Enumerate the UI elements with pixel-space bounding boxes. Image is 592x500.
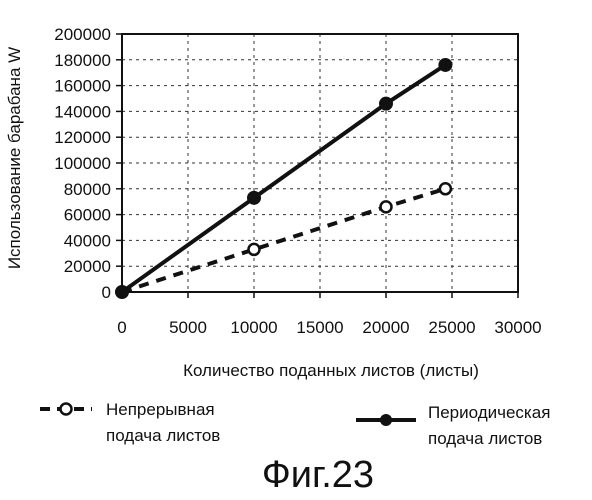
legend-label-continuous-line2: подача листов	[106, 426, 220, 445]
y-tick-label-8: 160000	[54, 77, 111, 96]
y-tick-label-7: 140000	[54, 102, 111, 121]
x-tick-label-6: 30000	[494, 318, 541, 337]
legend-label-continuous-line1: Непрерывная	[106, 400, 215, 419]
data-point-periodic-2	[380, 97, 393, 110]
legend-swatch-continuous-marker	[61, 404, 72, 415]
y-tick-label-3: 60000	[64, 206, 111, 225]
data-point-continuous-1	[249, 244, 260, 255]
data-point-periodic-3	[439, 58, 452, 71]
grid	[122, 34, 518, 292]
data-point-periodic-1	[248, 191, 261, 204]
y-tick-label-1: 20000	[64, 257, 111, 276]
series-layer	[116, 58, 452, 298]
x-tick-label-1: 5000	[169, 318, 207, 337]
series-line-periodic	[122, 65, 445, 292]
y-axis-title: Использование барабана W	[5, 47, 24, 269]
y-axis-ticks: 0 20000 40000 60000 80000 100000 120000 140000 1…	[54, 25, 122, 302]
x-axis-ticks: 0 5000 10000 15000 20000 25000 30000	[117, 292, 541, 337]
data-point-continuous-2	[381, 201, 392, 212]
legend-label-periodic-line2: подача листов	[428, 429, 542, 448]
x-tick-label-3: 15000	[296, 318, 343, 337]
y-tick-label-0: 0	[102, 283, 111, 302]
legend-label-periodic-line1: Периодическая	[428, 403, 550, 422]
figure-caption: Фиг.23	[262, 454, 374, 496]
y-tick-label-6: 120000	[54, 128, 111, 147]
y-tick-label-10: 200000	[54, 25, 111, 44]
x-tick-label-4: 20000	[362, 318, 409, 337]
legend: Непрерывная подача листов Периодическая …	[40, 400, 550, 448]
legend-swatch-periodic-marker	[380, 414, 392, 426]
x-tick-label-5: 25000	[428, 318, 475, 337]
y-tick-label-9: 180000	[54, 51, 111, 70]
y-tick-label-5: 100000	[54, 154, 111, 173]
data-point-continuous-3	[440, 183, 451, 194]
y-tick-label-4: 80000	[64, 180, 111, 199]
x-tick-label-2: 10000	[230, 318, 277, 337]
data-point-periodic-0	[116, 286, 129, 299]
x-axis-title: Количество поданных листов (листы)	[183, 361, 479, 380]
legend-item-continuous: Непрерывная подача листов	[40, 400, 220, 445]
y-tick-label-2: 40000	[64, 231, 111, 250]
x-tick-label-0: 0	[117, 318, 126, 337]
legend-item-periodic: Периодическая подача листов	[356, 403, 550, 448]
